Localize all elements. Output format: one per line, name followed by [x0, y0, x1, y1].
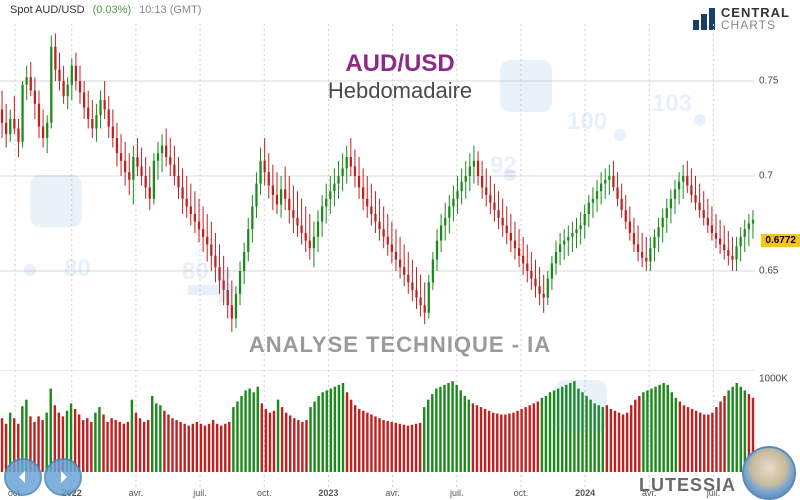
instrument-label: Spot AUD/USD — [10, 4, 85, 16]
avatar-icon[interactable] — [742, 446, 796, 500]
price-chart[interactable] — [0, 24, 755, 366]
timestamp: 10:13 (GMT) — [139, 4, 201, 16]
brand-tag: LUTESSIA — [639, 475, 736, 496]
nav-prev-button[interactable] — [4, 458, 42, 496]
change-pct: (0.03%) — [93, 4, 132, 16]
last-price-badge: 0.6772 — [761, 234, 800, 247]
nav-next-button[interactable] — [44, 458, 82, 496]
price-yaxis: 0.650.70.75 — [755, 24, 800, 366]
volume-chart[interactable] — [0, 370, 755, 490]
